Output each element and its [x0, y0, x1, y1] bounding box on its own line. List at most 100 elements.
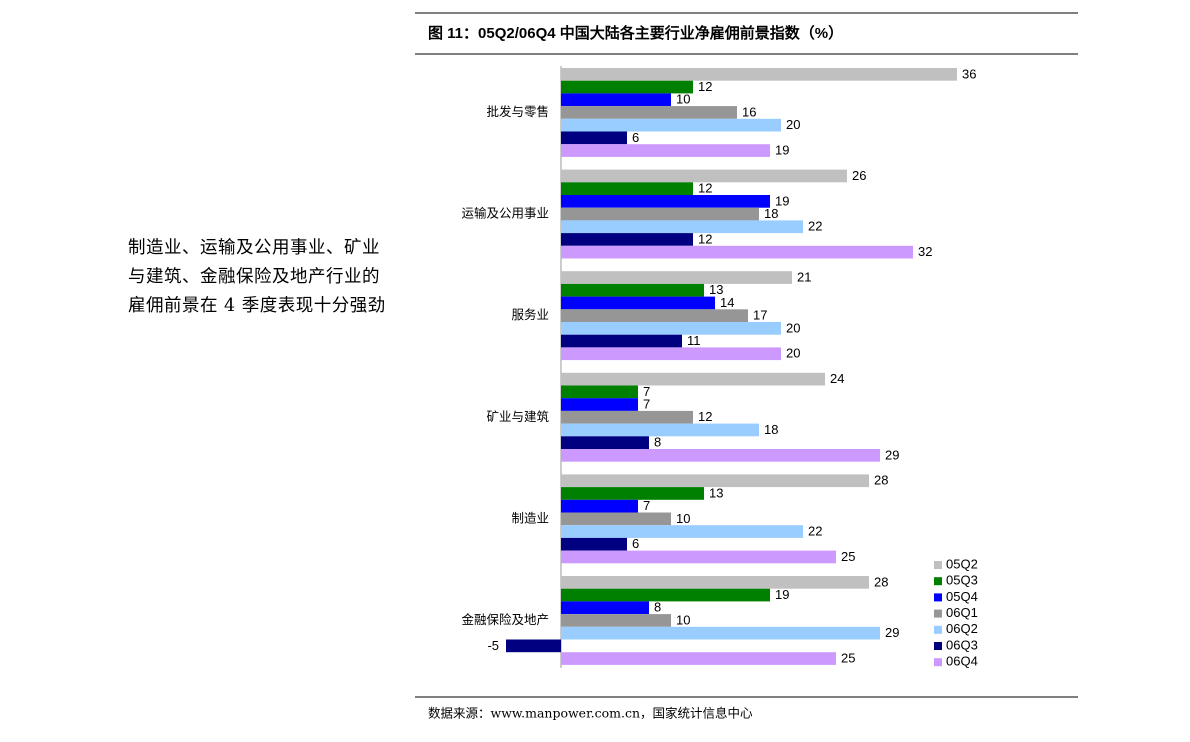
bar — [561, 347, 781, 361]
bar — [561, 169, 847, 183]
data-label: 36 — [962, 66, 976, 81]
legend-swatch — [934, 561, 942, 569]
data-label: 11 — [687, 333, 701, 348]
data-label: 13 — [709, 282, 723, 297]
data-label: 32 — [918, 244, 932, 259]
legend-swatch — [934, 658, 942, 667]
legend-label: 06Q1 — [946, 605, 978, 620]
bar — [561, 93, 671, 107]
category-label: 批发与零售 — [486, 104, 549, 119]
bar — [561, 499, 638, 513]
bar — [561, 271, 792, 284]
data-label: 18 — [764, 422, 778, 437]
bar — [561, 334, 682, 348]
bar — [561, 118, 781, 132]
data-label: 10 — [676, 511, 690, 526]
sidebar-text: 制造业、运输及公用事业、矿业与建筑、金融保险及地产行业的雇佣前景在 4 季度表现… — [128, 238, 386, 316]
bar — [561, 385, 638, 399]
bar — [561, 207, 759, 221]
data-label: 10 — [676, 92, 690, 107]
bar — [561, 525, 803, 538]
legend-label: 05Q4 — [946, 589, 978, 604]
data-label: 24 — [830, 371, 844, 386]
bar — [561, 487, 704, 500]
legend-swatch — [934, 642, 942, 650]
category-label: 矿业与建筑 — [486, 409, 549, 424]
category-label: 金融保险及地产 — [461, 612, 549, 627]
data-label: 17 — [753, 308, 767, 323]
legend-label: 06Q4 — [946, 654, 978, 669]
bar — [561, 372, 825, 386]
data-label: 7 — [643, 396, 650, 411]
bar — [561, 588, 770, 602]
data-label: 28 — [874, 574, 888, 589]
bar — [561, 550, 836, 564]
category-label: 运输及公用事业 — [461, 206, 549, 221]
data-label: 10 — [676, 612, 690, 627]
bar — [561, 233, 693, 246]
category-label: 制造业 — [511, 510, 549, 525]
bar — [561, 512, 671, 526]
bar — [561, 436, 649, 449]
source: 数据来源：www.manpower.com.cn，国家统计信息中心 — [428, 706, 753, 721]
legend-swatch — [934, 577, 942, 586]
data-label: 26 — [852, 168, 866, 183]
chart-title: 图 11：05Q2/06Q4 中国大陆各主要行业净雇佣前景指数（%） — [428, 24, 843, 42]
data-label: 28 — [874, 473, 888, 488]
bar — [561, 220, 803, 234]
data-label: 29 — [885, 447, 899, 462]
legend-swatch — [934, 609, 942, 618]
data-label: 8 — [654, 600, 661, 615]
data-label: 18 — [764, 206, 778, 221]
bar — [561, 322, 781, 335]
bar — [561, 537, 627, 551]
bar — [506, 639, 561, 653]
bar — [561, 182, 693, 195]
bar — [561, 398, 638, 411]
bar — [561, 652, 836, 665]
data-label: 25 — [841, 650, 855, 665]
bar — [561, 106, 737, 119]
data-label: 21 — [797, 269, 811, 284]
data-label: -5 — [487, 638, 499, 653]
bar — [561, 309, 748, 322]
data-label: 8 — [654, 435, 661, 450]
bar — [561, 80, 693, 94]
data-label: 12 — [698, 409, 712, 424]
data-label: 14 — [720, 295, 734, 310]
bar — [561, 68, 957, 81]
data-label: 22 — [808, 219, 822, 234]
data-label: 20 — [786, 117, 800, 132]
bar — [561, 131, 627, 145]
legend-swatch — [934, 625, 942, 634]
data-label: 16 — [742, 104, 756, 119]
data-label: 19 — [775, 193, 789, 208]
data-label: 25 — [841, 549, 855, 564]
data-label: 22 — [808, 523, 822, 538]
data-label: 7 — [643, 498, 650, 513]
bar — [561, 474, 869, 488]
category-label: 服务业 — [511, 307, 549, 322]
data-label: 19 — [775, 142, 789, 157]
bar — [561, 245, 913, 259]
legend-label: 05Q2 — [946, 556, 978, 571]
legend-label: 06Q3 — [946, 637, 978, 652]
legend-label: 06Q2 — [946, 621, 978, 636]
data-label: 6 — [632, 130, 639, 145]
data-label: 19 — [775, 587, 789, 602]
bar — [561, 601, 649, 615]
legend-swatch — [934, 593, 942, 602]
bar — [561, 195, 770, 208]
data-label: 12 — [698, 231, 712, 246]
data-label: 29 — [885, 625, 899, 640]
data-label: 20 — [786, 346, 800, 361]
data-label: 20 — [786, 320, 800, 335]
bar — [561, 576, 869, 589]
bar — [561, 410, 693, 424]
bar — [561, 423, 759, 437]
bar — [561, 144, 770, 157]
bar — [561, 449, 880, 462]
bar — [561, 626, 880, 640]
